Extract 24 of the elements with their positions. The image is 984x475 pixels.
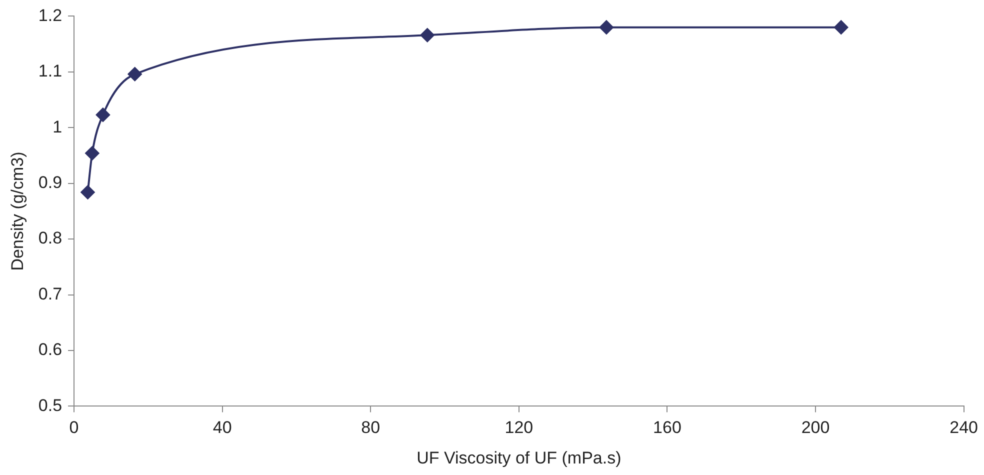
point [96,108,110,122]
x-tick-label: 0 [69,418,79,438]
y-axis-title: Density (g/cm3) [8,152,27,271]
x-tick-label: 160 [653,418,682,438]
point [85,146,100,160]
point [80,185,95,200]
x-tick-label: 200 [801,418,830,438]
y-tick-label: 0.9 [38,173,62,192]
x-axis-title: UF Viscosity of UF (mPa.s) [416,448,622,468]
point [599,20,614,34]
point [420,28,434,42]
y-tick-label: 0.7 [38,284,62,304]
y-tick-label: 1.1 [38,62,62,81]
point [128,67,142,82]
x-tick-label: 80 [361,418,380,438]
point [834,20,848,34]
x-tick-label: 120 [504,418,534,438]
y-tick-label: 0.8 [38,228,62,248]
y-tick-label: 1.2 [38,6,62,25]
y-tick-label: 0.5 [38,396,62,415]
x-tick-label: 240 [950,418,978,438]
y-tick-label: 1 [52,117,62,136]
x-tick-label: 40 [212,418,232,438]
y-tick-label: 0.6 [38,340,62,360]
